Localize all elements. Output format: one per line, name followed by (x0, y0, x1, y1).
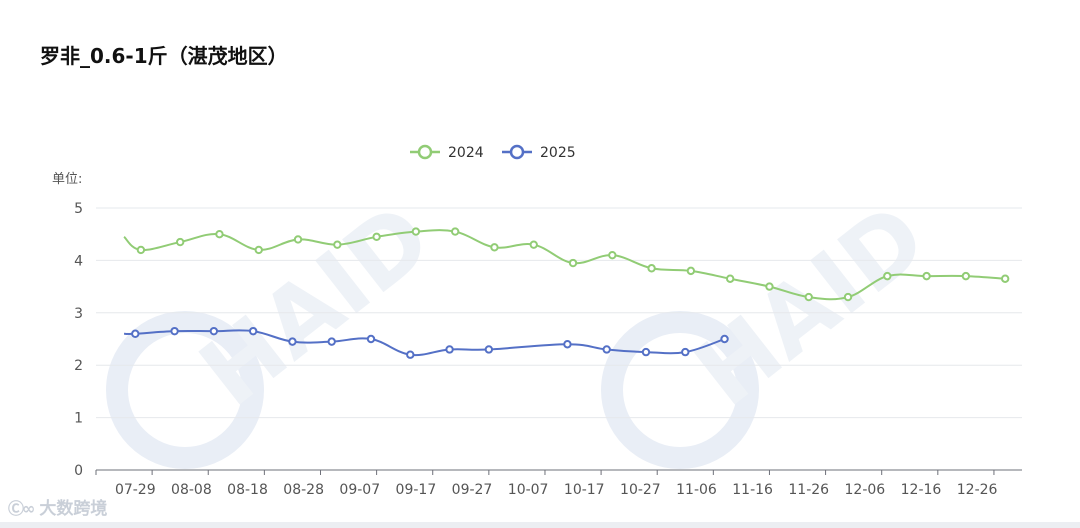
x-tick-label: 12-06 (845, 482, 886, 498)
data-point (411, 227, 421, 236)
y-tick-label: 5 (74, 201, 83, 217)
axes: 0 1 2 3 4 5 单位: 07-29 08-08 08-18 08-28 09-07 09-17 0… (52, 172, 1022, 498)
x-tick-label: 09-07 (339, 482, 380, 498)
y-tick-label: 3 (74, 306, 83, 322)
bottom-strip (0, 522, 1080, 528)
data-point (293, 235, 303, 244)
data-point (366, 334, 376, 344)
y-tick-label: 1 (74, 411, 83, 427)
x-tick-label: 12-16 (901, 482, 942, 498)
series-2025 (124, 326, 729, 359)
data-point (248, 326, 258, 336)
x-tick-label: 11-16 (732, 482, 773, 498)
series-layer (123, 227, 1010, 359)
watermark-text: HAID (676, 183, 946, 427)
footer-brand: Ⓒ∞ 大数跨境 (8, 494, 108, 520)
x-tick-label: 08-08 (171, 482, 212, 498)
x-tick-label: 12-26 (957, 482, 998, 498)
data-point (720, 334, 729, 344)
data-point (136, 245, 146, 255)
data-point (725, 274, 735, 283)
data-point (529, 240, 538, 249)
watermark-text: HAID (181, 183, 451, 427)
data-point (254, 245, 263, 255)
data-point (215, 230, 224, 239)
x-tick-label: 11-06 (676, 482, 717, 498)
data-point (568, 258, 578, 268)
watermark-logo-icon (601, 311, 759, 469)
x-tick-label: 10-27 (620, 482, 661, 498)
data-point (327, 337, 336, 346)
chart-title: 罗非_0.6-1斤（湛茂地区） (40, 44, 288, 68)
data-point (602, 345, 611, 354)
data-point (490, 243, 499, 252)
data-point (608, 250, 617, 260)
y-tick-label: 4 (74, 253, 83, 269)
data-point (333, 240, 342, 249)
x-tick-label: 09-27 (452, 482, 493, 498)
data-point (647, 264, 656, 273)
data-point (1000, 274, 1010, 283)
y-tick-label: 2 (74, 358, 83, 374)
data-point (843, 292, 853, 302)
legend-marker-icon (417, 144, 433, 160)
data-point (686, 266, 696, 276)
data-point (641, 347, 651, 357)
data-point (372, 232, 381, 242)
data-point (406, 350, 415, 359)
watermark-logo-icon (106, 311, 264, 469)
series-line-2025 (124, 329, 725, 357)
legend[interactable]: 2024 2025 (410, 144, 576, 161)
brand-logo-icon: Ⓒ∞ (8, 498, 35, 518)
x-tick-label: 10-17 (564, 482, 605, 498)
x-tick-label: 10-07 (508, 482, 549, 498)
data-point (804, 292, 813, 302)
y-tick-label: 0 (74, 463, 83, 479)
x-tick-label: 09-17 (396, 482, 437, 498)
legend-marker-icon (509, 144, 525, 160)
unit-label: 单位: (52, 172, 82, 187)
data-point (288, 337, 297, 346)
data-point (883, 271, 892, 281)
haid-watermark: HAID HAID (106, 183, 946, 469)
data-point (131, 329, 140, 338)
data-point (765, 282, 774, 291)
x-tick-label: 08-28 (283, 482, 324, 498)
x-tick-label: 08-18 (227, 482, 268, 498)
legend-label: 2024 (448, 145, 484, 161)
grid-lines (96, 207, 1022, 419)
data-point (170, 326, 179, 336)
data-point (209, 326, 219, 336)
data-point (484, 345, 494, 354)
data-point (961, 271, 971, 281)
data-point (922, 271, 931, 281)
legend-item-2025[interactable]: 2025 (502, 144, 576, 161)
data-point (563, 340, 572, 349)
series-2024 (123, 227, 1010, 302)
data-point (681, 347, 690, 357)
x-tick-label: 11-26 (788, 482, 829, 498)
legend-label: 2025 (540, 145, 576, 161)
data-point (175, 237, 185, 247)
footer-brand-text: 大数跨境 (39, 499, 108, 519)
data-point (445, 345, 454, 354)
legend-item-2024[interactable]: 2024 (410, 144, 484, 161)
data-point (450, 227, 460, 236)
x-tick-label: 07-29 (115, 482, 156, 498)
